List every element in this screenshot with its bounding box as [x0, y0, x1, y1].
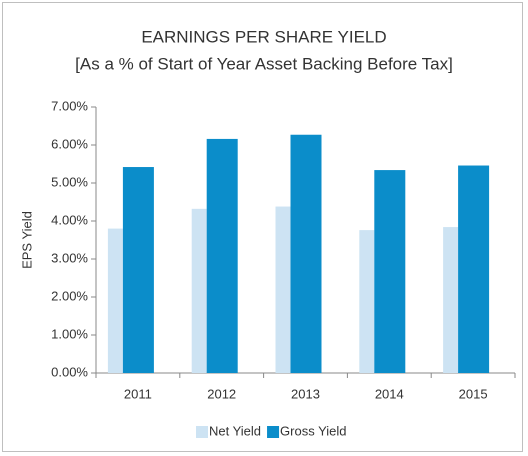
legend-label: Gross Yield — [280, 423, 346, 438]
y-tick-label: 6.00% — [51, 136, 88, 151]
bar — [191, 208, 207, 373]
y-tick-label: 4.00% — [51, 212, 88, 227]
bar — [443, 227, 459, 373]
legend-label: Net Yield — [209, 423, 261, 438]
chart-title: EARNINGS PER SHARE YIELD — [141, 27, 386, 46]
bar — [359, 230, 375, 373]
y-tick-label: 2.00% — [51, 288, 88, 303]
chart-subtitle: [As a % of Start of Year Asset Backing B… — [75, 54, 453, 73]
bar — [458, 165, 490, 373]
y-axis-label: EPS Yield — [19, 211, 34, 269]
y-tick-label: 5.00% — [51, 174, 88, 189]
x-tick-label: 2013 — [291, 386, 320, 401]
legend-swatch — [267, 426, 280, 438]
bar — [275, 206, 291, 373]
y-tick-label: 0.00% — [51, 364, 88, 379]
legend-swatch — [196, 426, 208, 438]
bar — [107, 228, 123, 373]
x-tick-label: 2014 — [375, 386, 404, 401]
bar — [206, 138, 238, 373]
y-tick-label: 3.00% — [51, 250, 88, 265]
y-tick-label: 1.00% — [51, 326, 88, 341]
bar — [374, 170, 406, 373]
y-tick-label: 7.00% — [51, 98, 88, 113]
x-tick-label: 2011 — [124, 386, 152, 401]
x-tick-label: 2012 — [207, 386, 236, 401]
bar — [122, 167, 154, 373]
chart-border — [2, 2, 523, 452]
x-tick-label: 2015 — [459, 386, 488, 401]
bar — [290, 134, 322, 373]
